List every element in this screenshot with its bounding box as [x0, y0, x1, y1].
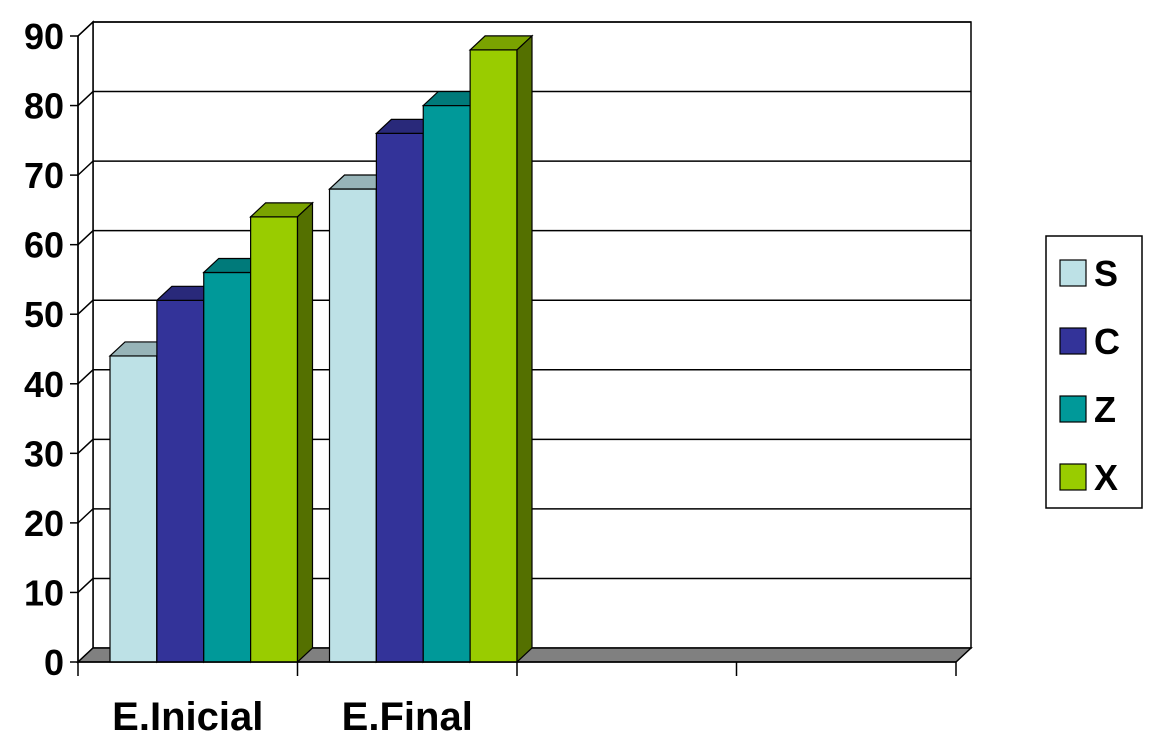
bar-front — [469, 49, 518, 663]
y-tick-label: 90 — [24, 16, 64, 57]
bar-front — [109, 355, 158, 663]
y-tick-label: 0 — [44, 642, 64, 683]
legend-label-s: S — [1094, 253, 1118, 294]
gridline-side — [77, 91, 94, 107]
gridline-side — [77, 299, 94, 315]
y-tick-label: 30 — [24, 433, 64, 474]
legend-swatch-s — [1059, 259, 1087, 287]
side-wall — [77, 20, 94, 664]
legend-label-c: C — [1094, 321, 1120, 362]
legend-swatch-c — [1059, 327, 1087, 355]
y-tick-label: 20 — [24, 503, 64, 544]
bar-front — [250, 216, 299, 663]
legend-swatch-x — [1059, 463, 1087, 491]
x-category-labels: E.Inicial E.Final — [112, 695, 473, 739]
gridline-side — [77, 508, 94, 524]
bar-front — [156, 299, 205, 663]
axes — [70, 35, 957, 676]
gridline-side — [77, 369, 94, 385]
gridline-side — [77, 230, 94, 246]
gridline-side — [77, 577, 94, 593]
legend-label-z: Z — [1094, 389, 1116, 430]
gridline-side — [77, 160, 94, 176]
bars — [108, 34, 534, 664]
y-tick-label: 60 — [24, 225, 64, 266]
y-tick-labels: 0 10 20 30 40 50 60 70 80 90 — [24, 16, 64, 683]
legend-swatch-z — [1059, 395, 1087, 423]
bar-side — [516, 34, 533, 664]
bar-front — [375, 132, 424, 663]
bar-x-0 — [249, 201, 315, 664]
y-tick-label: 70 — [24, 155, 64, 196]
bar-front — [328, 188, 377, 663]
bar-front — [422, 104, 471, 663]
gridline-side — [77, 21, 94, 37]
bar-front — [203, 271, 252, 663]
legend-label-x: X — [1094, 457, 1118, 498]
category-label: E.Final — [342, 695, 473, 739]
y-tick-label: 10 — [24, 572, 64, 613]
category-label: E.Inicial — [112, 695, 263, 739]
y-tick-label: 80 — [24, 86, 64, 127]
bar-x-1 — [468, 34, 534, 664]
gridline-side — [77, 438, 94, 454]
y-tick-label: 50 — [24, 294, 64, 335]
y-tick-label: 40 — [24, 364, 64, 405]
bar-side — [296, 201, 314, 664]
